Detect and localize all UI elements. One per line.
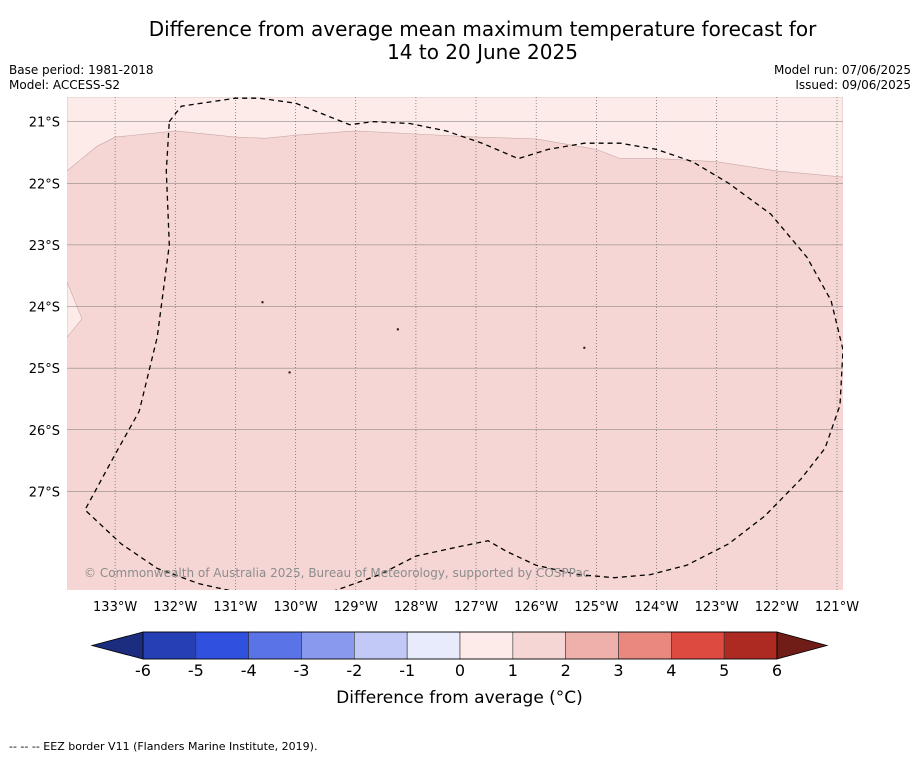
longitude-tick-label: 121°W bbox=[815, 600, 859, 615]
colorbar-bin bbox=[459, 631, 514, 660]
map-background-region bbox=[67, 97, 843, 590]
colorbar-bin bbox=[723, 631, 778, 660]
meta-right: Model run: 07/06/2025 Issued: 09/06/2025 bbox=[774, 63, 911, 93]
base-period: Base period: 1981-2018 bbox=[9, 63, 154, 77]
longitude-tick-label: 123°W bbox=[695, 600, 739, 615]
longitude-tick-label: 127°W bbox=[454, 600, 498, 615]
model-run: Model run: 07/06/2025 bbox=[773, 63, 911, 77]
longitude-tick-label: 131°W bbox=[213, 600, 257, 615]
latitude-tick-label: 27°S bbox=[29, 485, 60, 500]
colorbar-extend-low bbox=[90, 631, 144, 660]
longitude-tick-label: 129°W bbox=[334, 600, 378, 615]
colorbar-tick-label: -4 bbox=[241, 661, 257, 680]
colorbar-tick-label: 6 bbox=[772, 661, 782, 680]
longitude-tick-label: 128°W bbox=[394, 600, 438, 615]
chart-title: Difference from average mean maximum tem… bbox=[100, 18, 865, 64]
colorbar-tick-label: 5 bbox=[719, 661, 729, 680]
colorbar-bin bbox=[354, 631, 408, 660]
anomaly-0-1-north-region bbox=[67, 97, 843, 178]
title-line-1: Difference from average mean maximum tem… bbox=[148, 17, 817, 41]
eez-border-line bbox=[84, 97, 843, 590]
colorbar-tick-label: -3 bbox=[294, 661, 310, 680]
longitude-tick-label: 130°W bbox=[274, 600, 318, 615]
meta-left: Base period: 1981-2018 Model: ACCESS-S2 bbox=[9, 63, 154, 93]
colorbar-tick-label: -2 bbox=[346, 661, 362, 680]
longitude-tick-label: 124°W bbox=[634, 600, 678, 615]
colorbar-bin bbox=[248, 631, 302, 660]
eez-footnote: -- -- -- EEZ border V11 (Flanders Marine… bbox=[9, 740, 318, 753]
island-marker bbox=[396, 328, 400, 331]
colorbar-bin bbox=[618, 631, 672, 660]
colorbar-tick-label: 1 bbox=[508, 661, 518, 680]
copyright-notice: © Commonwealth of Australia 2025, Bureau… bbox=[84, 566, 589, 580]
colorbar-label: Difference from average (°C) bbox=[336, 688, 583, 708]
latitude-tick-labels: 21°S 22°S 23°S 24°S 25°S 26°S 27°S bbox=[29, 116, 60, 501]
colorbar-bin bbox=[195, 631, 249, 660]
colorbar-bin bbox=[565, 631, 619, 660]
longitude-tick-label: 125°W bbox=[574, 600, 618, 615]
longitude-tick-label: 133°W bbox=[93, 600, 137, 615]
colorbar-extend-high bbox=[776, 631, 829, 660]
colorbar-bin bbox=[142, 631, 197, 660]
colorbar-tick-label: 3 bbox=[613, 661, 623, 680]
colorbar-tick-label: -5 bbox=[188, 661, 204, 680]
gridlines bbox=[67, 97, 843, 590]
latitude-tick-label: 26°S bbox=[29, 424, 60, 439]
colorbar-bin bbox=[406, 631, 461, 660]
colorbar-tick-label: 0 bbox=[455, 661, 465, 680]
issued-date: Issued: 09/06/2025 bbox=[795, 78, 911, 92]
colorbar-bin bbox=[671, 631, 725, 660]
longitude-tick-label: 122°W bbox=[755, 600, 799, 615]
latitude-tick-label: 25°S bbox=[29, 362, 60, 377]
longitude-tick-labels: 133°W 132°W 131°W 130°W 129°W 128°W 127°W 126°W… bbox=[93, 600, 859, 615]
title-line-2: 14 to 20 June 2025 bbox=[387, 40, 578, 64]
model-name: Model: ACCESS-S2 bbox=[9, 78, 121, 92]
island-marker bbox=[583, 346, 586, 350]
colorbar-tick-label: 2 bbox=[561, 661, 571, 680]
longitude-tick-label: 132°W bbox=[153, 600, 197, 615]
island-markers bbox=[261, 301, 586, 374]
longitude-tick-label: 126°W bbox=[514, 600, 558, 615]
latitude-tick-label: 23°S bbox=[29, 239, 60, 254]
colorbar-tick-label: -6 bbox=[135, 661, 151, 680]
colorbar-bin bbox=[301, 631, 355, 660]
colorbar-tick-label: -1 bbox=[399, 661, 415, 680]
latitude-tick-label: 21°S bbox=[29, 116, 60, 131]
latitude-tick-label: 22°S bbox=[29, 177, 60, 192]
island-marker bbox=[261, 301, 264, 304]
island-marker bbox=[288, 371, 291, 374]
anomaly-0-1-west-region bbox=[67, 281, 83, 338]
latitude-tick-label: 24°S bbox=[29, 301, 60, 316]
colorbar-tick-label: 4 bbox=[666, 661, 676, 680]
colorbar-bin bbox=[512, 631, 566, 660]
